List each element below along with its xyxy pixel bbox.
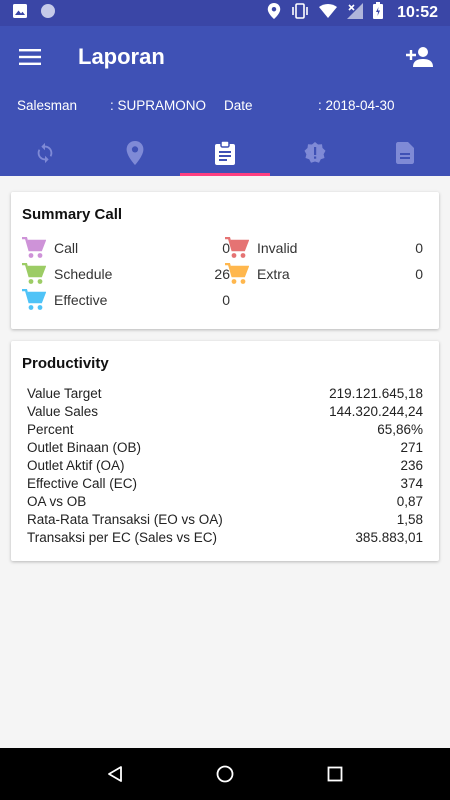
tab-sync[interactable] [0,130,90,176]
tab-document[interactable] [360,130,450,176]
row-key: Value Target [27,386,102,401]
menu-button[interactable] [0,26,60,88]
tab-bar [0,130,450,176]
location-icon [126,141,144,165]
row-value: 219.121.645,18 [329,386,423,401]
date-value: : 2018-04-30 [318,98,395,113]
summary-item-schedule: Schedule 26 [22,263,230,285]
back-button[interactable] [85,748,145,800]
tab-location[interactable] [90,130,180,176]
summary-item-invalid: Invalid 0 [225,237,423,259]
cart-icon [225,237,249,258]
summary-item-effective: Effective 0 [22,289,230,311]
app-bar: Laporan Salesman : SUPRAMONO Date : 2018… [0,26,450,176]
row-value: 385.883,01 [355,530,423,545]
table-row: Percent 65,86% [27,422,423,440]
table-row: Value Sales 144.320.244,24 [27,404,423,422]
cart-icon [225,263,249,284]
salesman-label: Salesman [17,98,78,113]
summary-value: 0 [222,240,230,256]
recents-button[interactable] [305,748,365,800]
location-icon [267,2,281,24]
summary-call-card: Summary Call Call 0 Invalid 0 Schedule 2… [11,192,439,329]
row-key: Percent [27,422,74,437]
row-key: Outlet Binaan (OB) [27,440,142,455]
tab-report[interactable] [180,130,270,176]
back-icon [108,766,122,782]
summary-value: 0 [415,240,423,256]
cart-icon [22,289,46,310]
add-user-button[interactable] [390,26,450,88]
table-row: Effective Call (EC) 374 [27,476,423,494]
row-key: Transaksi per EC (Sales vs EC) [27,530,218,545]
summary-label: Effective [54,292,108,308]
summary-item-extra: Extra 0 [225,263,423,285]
date-label: Date [224,98,253,113]
table-row: Value Target 219.121.645,18 [27,386,423,404]
recents-icon [327,766,343,782]
image-icon [12,3,28,24]
table-row: Outlet Aktif (OA) 236 [27,458,423,476]
battery-icon [373,2,384,24]
document-icon [396,142,414,164]
page-title: Laporan [78,44,165,69]
wifi-icon [319,3,338,23]
circle-icon [40,3,56,24]
summary-label: Schedule [54,266,113,282]
home-icon [216,765,234,783]
cart-icon [22,237,46,258]
table-row: OA vs OB 0,87 [27,494,423,512]
row-value: 0,87 [396,494,423,509]
summary-value: 26 [214,266,230,282]
add-user-icon [406,47,433,67]
vibrate-icon [291,2,309,24]
table-row: Outlet Binaan (OB) 271 [27,440,423,458]
row-value: 144.320.244,24 [329,404,423,419]
productivity-title: Productivity [22,355,109,372]
summary-label: Call [54,240,79,256]
summary-item-call: Call 0 [22,237,230,259]
row-key: Effective Call (EC) [27,476,138,491]
row-value: 1,58 [396,512,423,527]
hamburger-icon [19,49,41,65]
summary-value: 0 [222,292,230,308]
alert-badge-icon [304,142,326,163]
salesman-value: : SUPRAMONO [110,98,207,113]
home-button[interactable] [195,748,255,800]
table-row: Rata-Rata Transaksi (EO vs OA) 1,58 [27,512,423,530]
row-key: Outlet Aktif (OA) [27,458,125,473]
signal-icon [347,2,364,24]
status-time: 10:52 [397,4,438,21]
row-value: 374 [400,476,423,491]
summary-label: Invalid [257,240,298,256]
row-value: 65,86% [377,422,423,437]
row-key: OA vs OB [27,494,87,509]
clipboard-icon [215,141,235,165]
navigation-bar [0,748,450,800]
row-value: 236 [400,458,423,473]
summary-value: 0 [415,266,423,282]
productivity-card: Productivity Value Target 219.121.645,18 … [11,341,439,561]
table-row: Transaksi per EC (Sales vs EC) 385.883,01 [27,530,423,548]
cart-icon [22,263,46,284]
salesman-info: Salesman : SUPRAMONO Date : 2018-04-30 [0,96,450,116]
status-bar: 10:52 [0,0,450,26]
row-key: Value Sales [27,404,99,419]
row-value: 271 [400,440,423,455]
summary-label: Extra [257,266,290,282]
row-key: Rata-Rata Transaksi (EO vs OA) [27,512,223,527]
summary-call-title: Summary Call [22,206,123,223]
tab-alert[interactable] [270,130,360,176]
sync-icon [37,142,53,164]
